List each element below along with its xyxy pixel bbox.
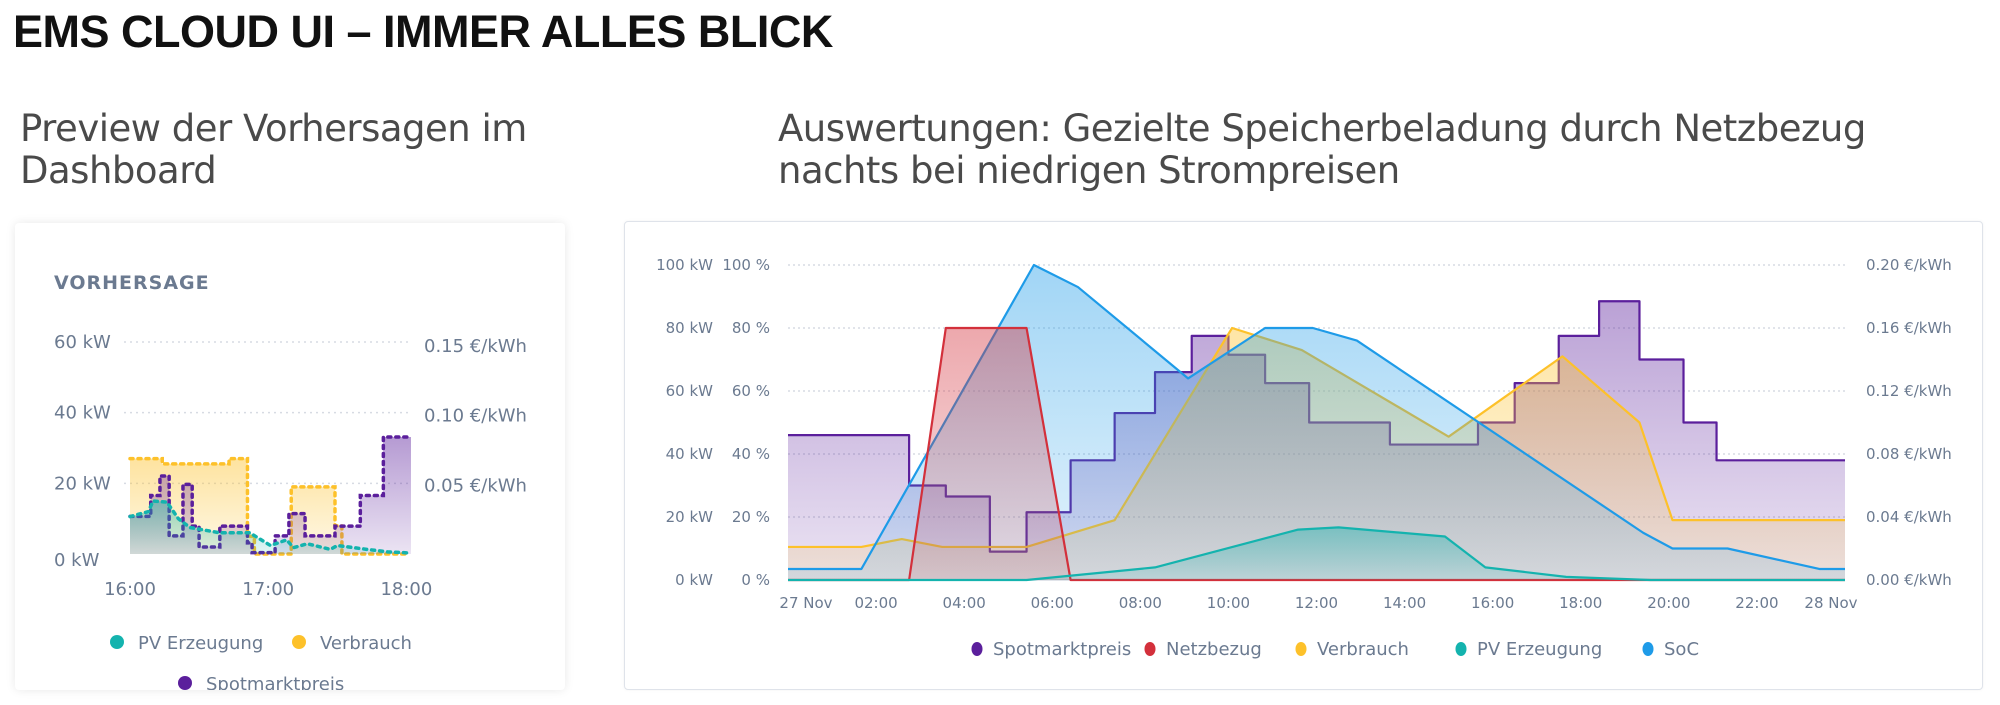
x-tick-label: 27 Nov [779, 594, 832, 612]
left-heading-line: Dashboard [20, 149, 217, 192]
series-area-netzbezug [788, 328, 1845, 580]
forecast-chart: VORHERSAGE 0 kW 20 kW 40 kW 60 kW 0.05 €/kWh 0… [54, 272, 527, 690]
x-tick-label: 18:00 [380, 579, 432, 600]
series-area-pv-erzeugung [788, 527, 1845, 580]
y-tick-label-kw: 0 kW [675, 571, 713, 589]
y-right-tick-label: 0.15 €/kWh [424, 336, 527, 357]
y-tick-label-pct: 60 % [732, 382, 770, 400]
x-tick-label: 10:00 [1207, 594, 1250, 612]
legend-dot-icon [178, 676, 192, 690]
series-line-soc [788, 263, 1845, 571]
legend-dot-icon [1144, 642, 1156, 656]
page-title: EMS CLOUD UI – IMMER ALLES BLICK [13, 6, 833, 57]
y-tick-label-kw: 60 kW [666, 382, 714, 400]
y-right-tick-label: 0.12 €/kWh [1866, 382, 1952, 400]
y-tick-label-kw: 40 kW [666, 445, 714, 463]
y-tick-label-pct: 20 % [732, 508, 770, 526]
y-right-tick-label: 0.05 €/kWh [424, 475, 527, 496]
y-right-tick-label: 0.04 €/kWh [1866, 508, 1952, 526]
x-tick-label: 06:00 [1031, 594, 1074, 612]
y-tick-label: 60 kW [54, 332, 111, 353]
legend-item: Verbrauch [1317, 639, 1409, 660]
y-right-tick-label: 0.20 €/kWh [1866, 256, 1952, 274]
right-heading: Auswertungen: Gezielte Speicherbeladung … [778, 108, 1866, 192]
y-tick-label-pct: 40 % [732, 445, 770, 463]
y-tick-label-kw: 20 kW [666, 508, 714, 526]
series-line-pv-erzeugung [128, 499, 411, 555]
y-tick-label: 0 kW [54, 550, 100, 571]
legend-dot-icon [292, 635, 306, 649]
y-tick-label-kw: 100 kW [656, 256, 713, 274]
x-tick-label: 16:00 [104, 579, 156, 600]
legend-dot-icon [110, 635, 124, 649]
y-tick-label: 40 kW [54, 403, 111, 424]
legend-item: SoC [1664, 639, 1699, 660]
x-tick-label: 28 Nov [1804, 594, 1857, 612]
chart-title: VORHERSAGE [54, 272, 210, 294]
y-tick-label: 20 kW [54, 473, 111, 494]
x-tick-label: 04:00 [943, 594, 986, 612]
x-tick-label: 08:00 [1119, 594, 1162, 612]
x-tick-label: 20:00 [1647, 594, 1690, 612]
legend-item: Spotmarktpreis [206, 674, 344, 690]
right-heading-line: Auswertungen: Gezielte Speicherbeladung … [778, 107, 1866, 150]
legend-dot-icon [1295, 642, 1307, 656]
series-area-pv-erzeugung [130, 501, 409, 554]
x-tick-label: 18:00 [1559, 594, 1602, 612]
y-right-tick-label: 0.10 €/kWh [424, 406, 527, 427]
x-tick-label: 16:00 [1471, 594, 1514, 612]
forecast-card: VORHERSAGE 0 kW 20 kW 40 kW 60 kW 0.05 €/kWh 0… [15, 223, 565, 690]
x-tick-label: 12:00 [1295, 594, 1338, 612]
legend-dot-icon [1455, 642, 1467, 656]
y-tick-label-pct: 80 % [732, 319, 770, 337]
legend-item: PV Erzeugung [1477, 639, 1602, 660]
y-right-tick-label: 0.00 €/kWh [1866, 571, 1952, 589]
series-line-pv-erzeugung [788, 526, 1845, 582]
y-tick-label-kw: 80 kW [666, 319, 714, 337]
y-tick-label-pct: 0 % [741, 571, 770, 589]
legend-dot-icon [1642, 642, 1654, 656]
legend-item: PV Erzeugung [138, 633, 263, 654]
x-tick-label: 17:00 [242, 579, 294, 600]
x-tick-label: 22:00 [1735, 594, 1778, 612]
analysis-chart: 0 kW 0 % 0.00 €/kWh 20 kW 20 % 0.04 €/kWh 40 k… [656, 256, 1952, 660]
y-right-tick-label: 0.16 €/kWh [1866, 319, 1952, 337]
analysis-card: 0 kW 0 % 0.00 €/kWh 20 kW 20 % 0.04 €/kWh 40 k… [624, 221, 1983, 690]
left-heading: Preview der Vorhersagen im Dashboard [20, 108, 527, 192]
x-tick-label: 02:00 [854, 594, 897, 612]
left-heading-line: Preview der Vorhersagen im [20, 107, 527, 150]
series-line-verbrauch [128, 456, 409, 556]
y-tick-label-pct: 100 % [722, 256, 770, 274]
x-tick-label: 14:00 [1383, 594, 1426, 612]
legend-item: Spotmarktpreis [993, 639, 1131, 660]
right-heading-line: nachts bei niedrigen Strompreisen [778, 149, 1400, 192]
legend-item: Verbrauch [320, 633, 412, 654]
y-right-tick-label: 0.08 €/kWh [1866, 445, 1952, 463]
legend-item: Netzbezug [1166, 639, 1262, 660]
legend-dot-icon [971, 642, 983, 656]
